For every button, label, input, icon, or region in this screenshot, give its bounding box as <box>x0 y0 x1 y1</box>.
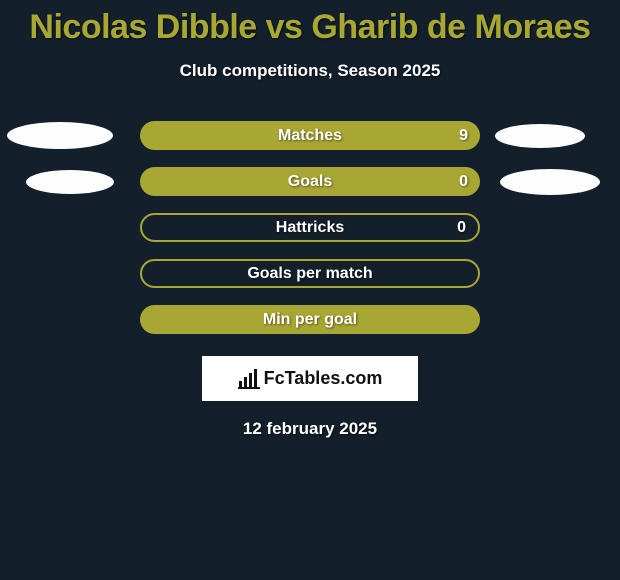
decorative-ellipse <box>495 124 585 148</box>
logo-box: FcTables.com <box>202 356 418 401</box>
stat-label: Goals per match <box>247 265 372 283</box>
decorative-ellipse <box>500 169 600 195</box>
stat-row: Goals per match <box>0 259 620 288</box>
date-label: 12 february 2025 <box>0 419 620 439</box>
stat-label: Hattricks <box>276 219 344 237</box>
page-title: Nicolas Dibble vs Gharib de Moraes <box>0 0 620 47</box>
decorative-ellipse <box>7 122 113 149</box>
stat-value: 0 <box>459 173 468 191</box>
stat-row: Hattricks 0 <box>0 213 620 242</box>
stat-bar: Goals per match <box>140 259 480 288</box>
stat-row: Matches 9 <box>0 121 620 150</box>
stat-bar: Hattricks 0 <box>140 213 480 242</box>
page-subtitle: Club competitions, Season 2025 <box>0 61 620 81</box>
stat-label: Matches <box>278 127 342 145</box>
stat-bar: Min per goal <box>140 305 480 334</box>
stat-row: Goals 0 <box>0 167 620 196</box>
stat-value: 0 <box>457 219 466 237</box>
stat-row: Min per goal <box>0 305 620 334</box>
stat-label: Min per goal <box>263 311 357 329</box>
stat-label: Goals <box>288 173 332 191</box>
stat-value: 9 <box>459 127 468 145</box>
fctables-logo: FcTables.com <box>238 368 383 389</box>
stat-bar: Goals 0 <box>140 167 480 196</box>
comparison-rows: Matches 9 Goals 0 Hattricks 0 Goals per match M… <box>0 121 620 334</box>
decorative-ellipse <box>26 170 114 194</box>
stat-bar: Matches 9 <box>140 121 480 150</box>
logo-text: FcTables.com <box>264 368 383 389</box>
bar-chart-icon <box>238 369 260 389</box>
